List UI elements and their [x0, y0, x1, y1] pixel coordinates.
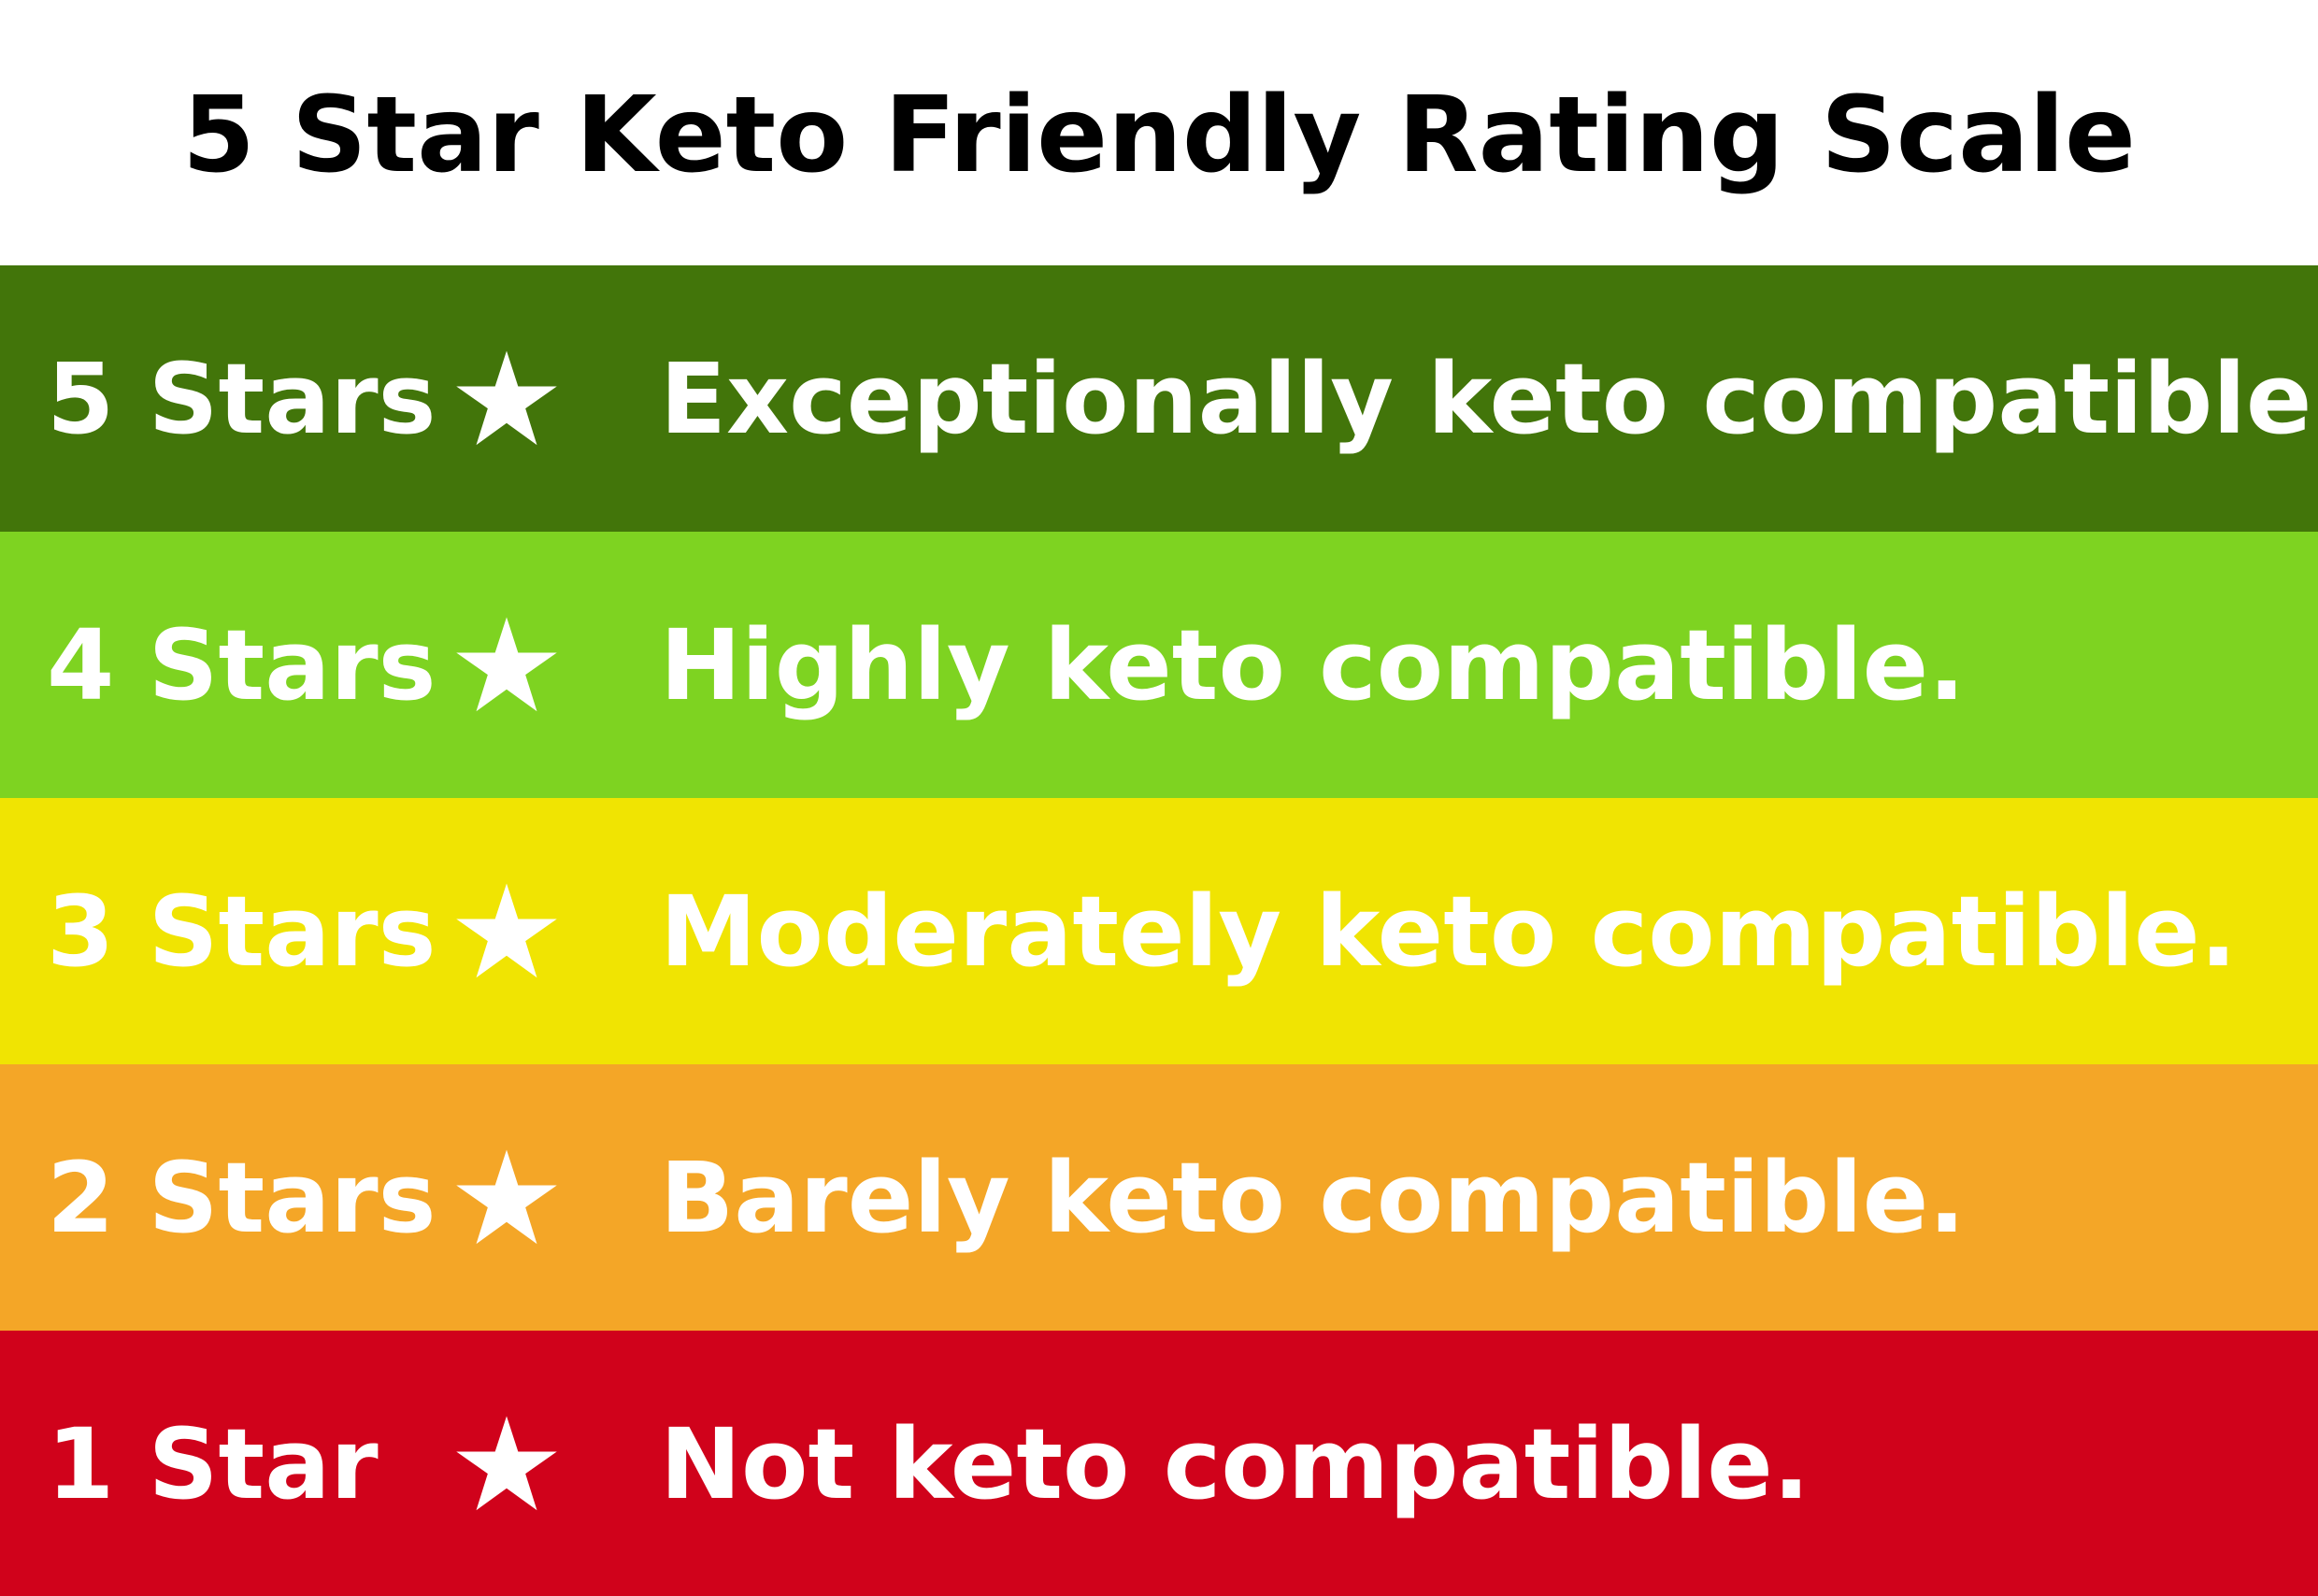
star-icon	[454, 1064, 559, 1331]
rating-description: Exceptionally keto compatible.	[660, 341, 2318, 456]
star-icon	[454, 1331, 559, 1596]
rating-count-label: 3 Stars	[47, 874, 436, 989]
rating-row-4: 4 Stars Highly keto compatible.	[0, 532, 2318, 798]
rating-row-2: 2 Stars Barely keto compatible.	[0, 1064, 2318, 1331]
rating-count-label: 2 Stars	[47, 1140, 436, 1255]
rating-count-label: 4 Stars	[47, 607, 436, 722]
rating-description: Not keto compatible.	[660, 1406, 1810, 1521]
rating-count-label: 1 Star	[47, 1406, 379, 1521]
rating-row-3: 3 Stars Moderately keto compatible.	[0, 798, 2318, 1064]
rating-row-1: 1 Star Not keto compatible.	[0, 1331, 2318, 1596]
page-title: 5 Star Keto Friendly Rating Scale	[181, 75, 2137, 196]
rating-description: Barely keto compatible.	[660, 1140, 1966, 1255]
star-icon	[454, 798, 559, 1064]
rating-description: Moderately keto compatible.	[660, 874, 2238, 989]
rating-rows: 5 Stars Exceptionally keto compatible. 4…	[0, 265, 2318, 1596]
star-icon	[454, 532, 559, 798]
rating-row-5: 5 Stars Exceptionally keto compatible.	[0, 265, 2318, 532]
star-icon	[454, 265, 559, 532]
rating-description: Highly keto compatible.	[660, 607, 1966, 722]
rating-count-label: 5 Stars	[47, 341, 436, 456]
